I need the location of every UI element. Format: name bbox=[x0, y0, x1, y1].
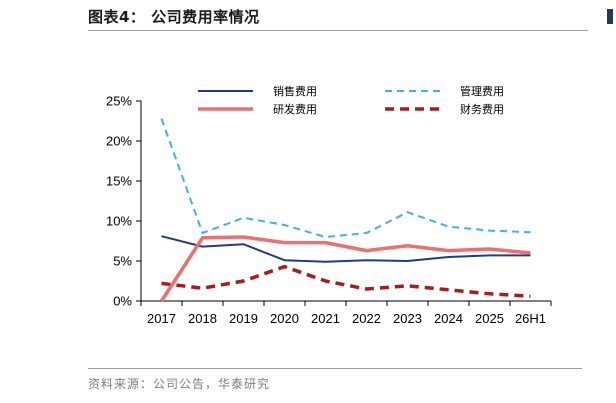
x-tick-label: 2021 bbox=[311, 311, 340, 326]
y-tick-label: 15% bbox=[106, 174, 132, 189]
source-note: 资料来源：公司公告，华泰研究 bbox=[88, 377, 271, 391]
y-tick-label: 10% bbox=[106, 214, 132, 229]
chart-axes: 0% 5% 10% 15% 20% 25% 2017 2018 2019 2020 2021 2022… bbox=[106, 94, 552, 326]
x-tick-label: 2017 bbox=[147, 311, 176, 326]
series-layer bbox=[160, 118, 531, 302]
legend-label: 研发费用 bbox=[273, 102, 317, 116]
chart-title: 图表4： 公司费用率情况 bbox=[88, 8, 260, 26]
footer-divider bbox=[88, 368, 582, 369]
x-tick-label: 2018 bbox=[188, 311, 217, 326]
series-line-1 bbox=[161, 235, 531, 263]
x-tick-label: 2025 bbox=[475, 311, 504, 326]
x-tick-label: 26H1 bbox=[515, 311, 546, 326]
x-tick-label: 2019 bbox=[229, 311, 258, 326]
page-edge-marker bbox=[607, 9, 613, 24]
x-tick-label: 2020 bbox=[270, 311, 299, 326]
legend-label: 财务费用 bbox=[460, 102, 504, 116]
y-tick-label: 25% bbox=[106, 94, 132, 109]
title-bar: 图表4： 公司费用率情况 bbox=[88, 4, 588, 31]
series-line-4 bbox=[161, 264, 531, 298]
legend-label: 销售费用 bbox=[273, 84, 317, 98]
y-tick-label: 20% bbox=[106, 134, 132, 149]
x-tick-label: 2022 bbox=[352, 311, 381, 326]
y-tick-label: 0% bbox=[113, 294, 132, 309]
legend-label: 管理费用 bbox=[460, 84, 504, 98]
x-tick-label: 2023 bbox=[393, 311, 422, 326]
series-line-2 bbox=[160, 118, 531, 238]
series-line-3 bbox=[160, 235, 531, 302]
x-tick-label: 2024 bbox=[434, 311, 463, 326]
y-tick-label: 5% bbox=[113, 254, 132, 269]
